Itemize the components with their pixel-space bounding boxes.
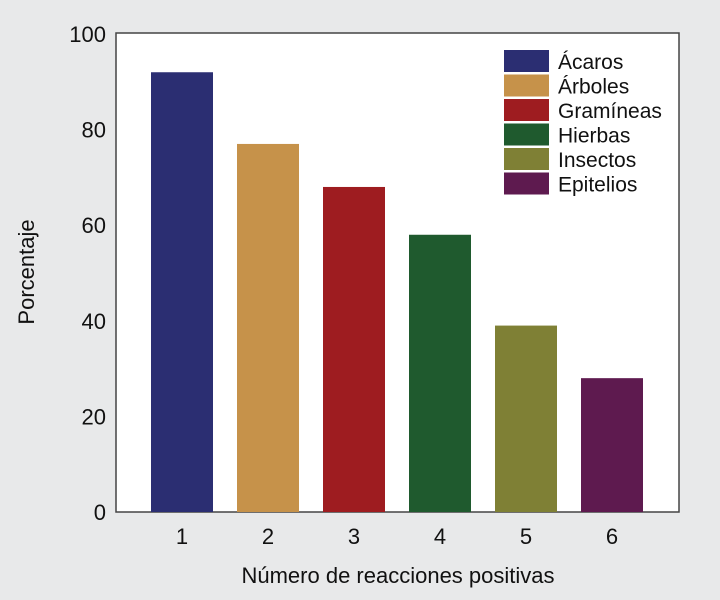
x-axis-label: Número de reacciones positivas [241, 563, 554, 588]
legend-label: Árboles [558, 76, 629, 99]
y-tick-label: 80 [82, 118, 106, 143]
legend-item: Ácaros [504, 50, 623, 74]
x-tick-label: 6 [606, 524, 618, 549]
y-axis-label: Porcentaje [14, 219, 39, 324]
legend-item: Epitelios [504, 172, 637, 197]
x-tick-label: 3 [348, 524, 360, 549]
y-tick-label: 100 [69, 22, 106, 47]
legend-item: Árboles [504, 74, 629, 99]
legend-swatch [504, 99, 549, 121]
legend-item: Insectos [504, 148, 636, 172]
legend-item: Hierbas [504, 123, 630, 148]
y-tick-label: 40 [82, 309, 106, 334]
bar-3 [323, 186, 385, 512]
x-tick-label: 2 [262, 524, 274, 549]
legend-swatch [504, 148, 549, 170]
bar-1 [151, 72, 213, 513]
legend-item: Gramíneas [504, 99, 662, 123]
bar-6 [581, 378, 643, 512]
legend-label: Ácaros [558, 51, 623, 74]
legend-label: Hierbas [558, 125, 630, 148]
y-tick-label: 20 [82, 404, 106, 429]
legend-label: Gramíneas [558, 100, 662, 123]
bar-2 [237, 143, 299, 512]
y-tick-label: 60 [82, 213, 106, 238]
x-tick-label: 4 [434, 524, 446, 549]
legend-label: Epitelios [558, 174, 637, 197]
legend-swatch [504, 74, 549, 97]
x-tick-label: 1 [176, 524, 188, 549]
legend-swatch [504, 123, 549, 146]
x-tick-label: 5 [520, 524, 532, 549]
bar-5 [495, 325, 557, 512]
bar-4 [409, 234, 471, 512]
y-tick-label: 0 [94, 500, 106, 525]
legend-swatch [504, 50, 549, 72]
legend-label: Insectos [558, 149, 636, 172]
legend-swatch [504, 172, 549, 195]
